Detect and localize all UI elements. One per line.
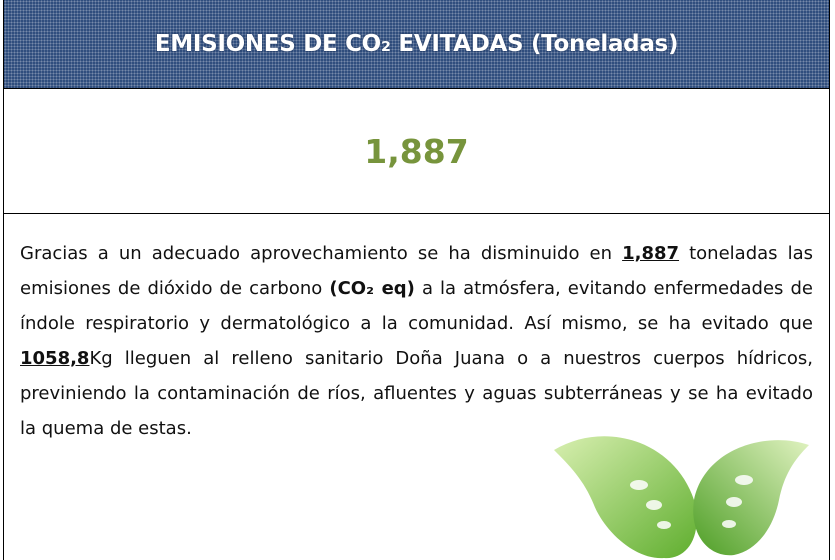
bold-text: (CO₂ eq)	[329, 278, 415, 299]
leaf-left	[554, 436, 697, 559]
highlight-row: 1,887	[4, 89, 829, 214]
emphasis: 1058,8	[20, 348, 90, 369]
highlight-value: 1,887	[364, 131, 469, 171]
text: a la atmósfera, evitando enfermedades de…	[20, 278, 813, 334]
info-card: EMISIONES DE CO₂ EVITADAS (Toneladas) 1,…	[3, 0, 830, 560]
header-title: EMISIONES DE CO₂ EVITADAS (Toneladas)	[154, 31, 679, 57]
text: Gracias a un adecuado aprovechamiento se…	[20, 243, 623, 264]
leaf-icon	[554, 436, 809, 559]
header: EMISIONES DE CO₂ EVITADAS (Toneladas)	[4, 0, 829, 89]
emphasis: 1,887	[622, 243, 680, 264]
text: toneladas las emisiones de dióxido de ca…	[20, 243, 814, 299]
description: Gracias a un adecuado aprovechamiento se…	[20, 236, 813, 446]
leaf-right	[693, 440, 809, 556]
text: Kg lleguen al relleno sanitario Doña Jua…	[20, 348, 813, 439]
